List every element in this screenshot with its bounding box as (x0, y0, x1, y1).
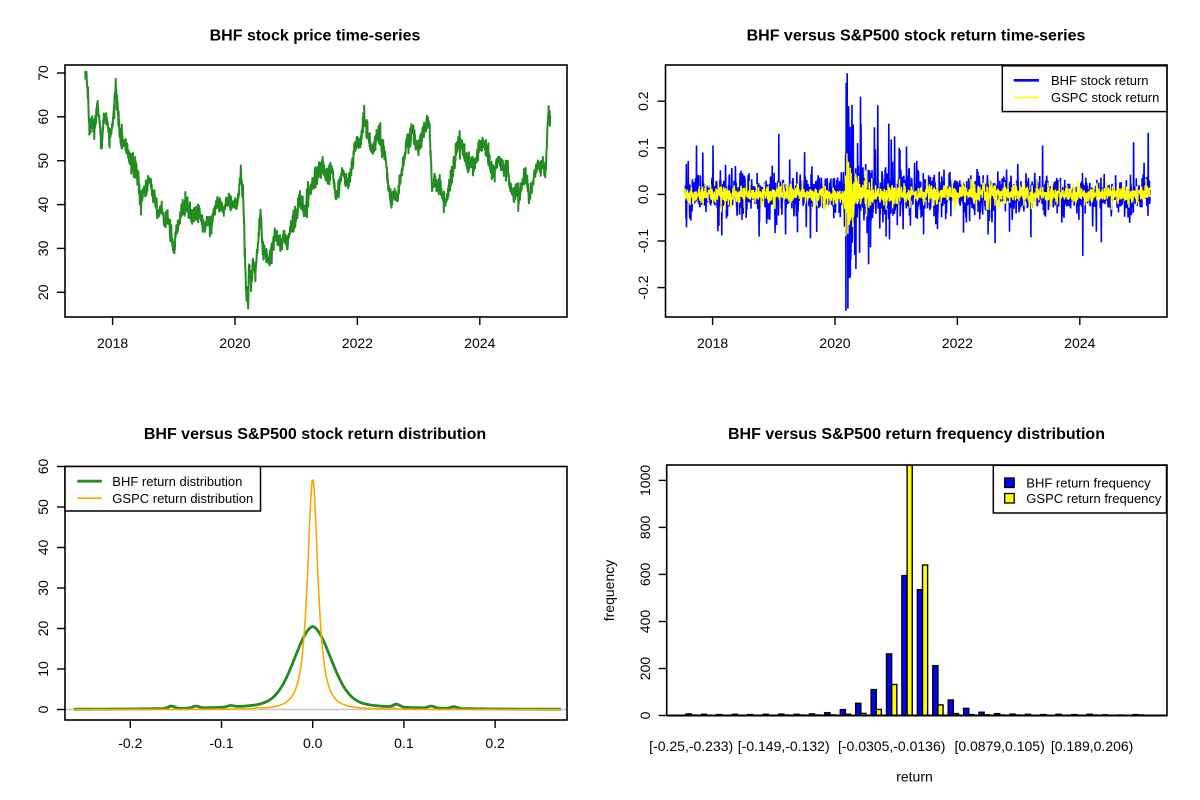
svg-text:GSPC stock return: GSPC stock return (1051, 90, 1159, 105)
svg-text:2024: 2024 (1064, 335, 1095, 351)
svg-text:800: 800 (637, 516, 653, 540)
svg-text:600: 600 (637, 563, 653, 587)
svg-text:70: 70 (35, 65, 51, 81)
svg-text:-0.2: -0.2 (118, 735, 142, 751)
svg-text:50: 50 (35, 153, 51, 169)
svg-text:2018: 2018 (97, 335, 128, 351)
svg-text:BHF return distribution: BHF return distribution (112, 474, 242, 489)
svg-text:BHF stock price time-series: BHF stock price time-series (210, 28, 421, 45)
svg-text:0: 0 (35, 705, 51, 713)
svg-text:20: 20 (35, 621, 51, 637)
svg-text:2022: 2022 (342, 335, 373, 351)
svg-text:BHF versus S&P500 stock return: BHF versus S&P500 stock return distribut… (144, 426, 486, 443)
svg-text:2024: 2024 (464, 335, 495, 351)
svg-text:GSPC return distribution: GSPC return distribution (112, 491, 253, 506)
svg-text:-0.2: -0.2 (635, 275, 651, 299)
svg-text:200: 200 (637, 657, 653, 681)
svg-text:2022: 2022 (942, 335, 973, 351)
svg-text:0.1: 0.1 (635, 138, 651, 158)
svg-text:40: 40 (35, 197, 51, 213)
svg-text:[-0.0305,-0.0136): [-0.0305,-0.0136) (838, 738, 945, 754)
svg-text:[0.189,0.206): [0.189,0.206) (1051, 738, 1134, 754)
svg-text:30: 30 (35, 580, 51, 596)
svg-text:0.2: 0.2 (635, 91, 651, 111)
svg-text:2020: 2020 (819, 335, 850, 351)
svg-text:60: 60 (35, 109, 51, 125)
svg-text:[-0.149,-0.132): [-0.149,-0.132) (738, 738, 830, 754)
svg-text:0.0: 0.0 (635, 184, 651, 204)
svg-text:frequency: frequency (601, 560, 617, 621)
svg-text:BHF versus S&P500 stock return: BHF versus S&P500 stock return time-seri… (747, 28, 1086, 45)
svg-text:2018: 2018 (697, 335, 728, 351)
svg-text:BHF versus S&P500 return frequ: BHF versus S&P500 return frequency distr… (728, 426, 1105, 443)
svg-text:GSPC return frequency: GSPC return frequency (1026, 491, 1162, 506)
svg-text:1000: 1000 (637, 465, 653, 496)
svg-text:0.0: 0.0 (303, 735, 323, 751)
svg-text:0.2: 0.2 (485, 735, 505, 751)
svg-text:0: 0 (637, 711, 653, 719)
svg-text:50: 50 (35, 499, 51, 515)
svg-text:-0.1: -0.1 (635, 229, 651, 253)
svg-text:60: 60 (35, 459, 51, 475)
svg-text:0.1: 0.1 (394, 735, 414, 751)
svg-text:return: return (896, 769, 933, 785)
svg-text:400: 400 (637, 610, 653, 634)
svg-text:BHF return frequency: BHF return frequency (1026, 475, 1151, 490)
svg-text:-0.1: -0.1 (209, 735, 233, 751)
svg-text:2020: 2020 (219, 335, 250, 351)
svg-text:BHF stock return: BHF stock return (1051, 73, 1149, 88)
svg-text:10: 10 (35, 661, 51, 677)
svg-text:[-0.25,-0.233): [-0.25,-0.233) (649, 738, 733, 754)
svg-text:40: 40 (35, 540, 51, 556)
svg-text:20: 20 (35, 284, 51, 300)
svg-text:[0.0879,0.105): [0.0879,0.105) (954, 738, 1044, 754)
svg-text:30: 30 (35, 240, 51, 256)
